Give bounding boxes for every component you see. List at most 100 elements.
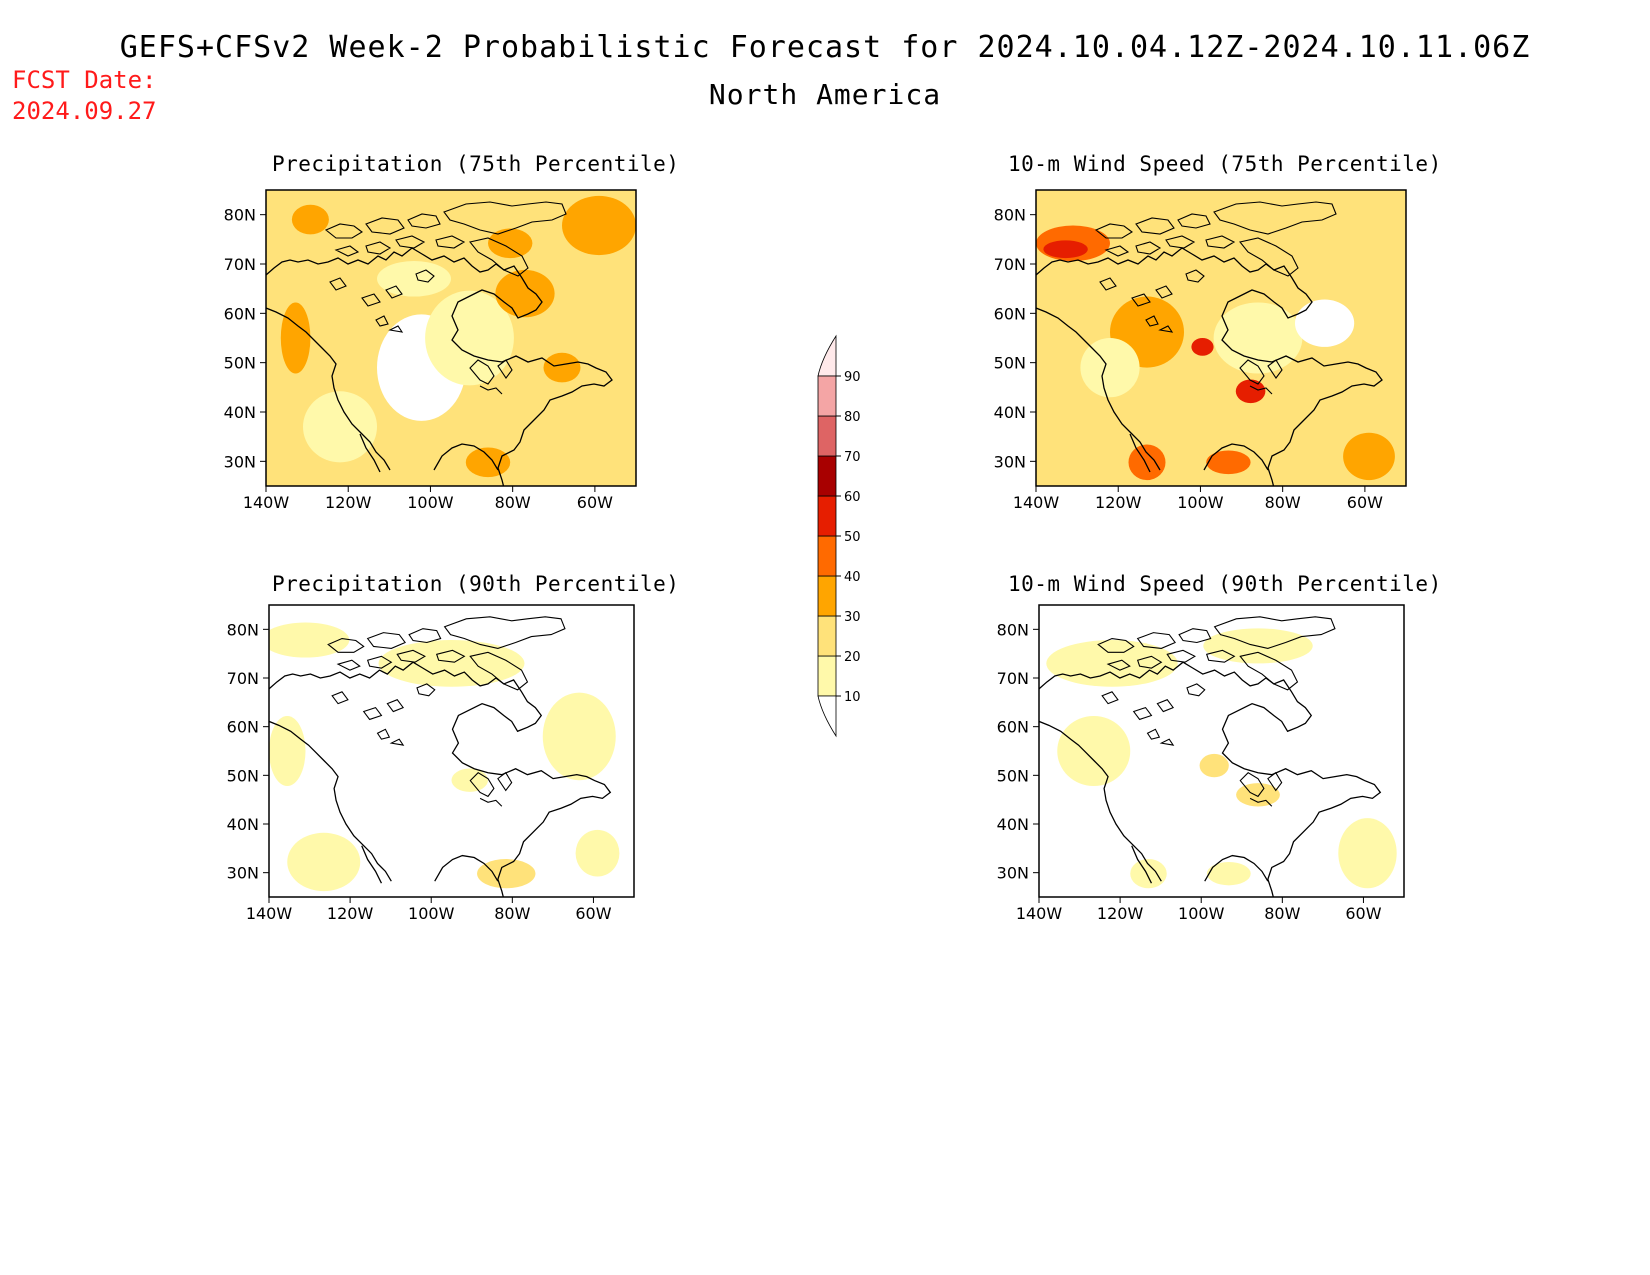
- probability-contour-region: [1338, 818, 1397, 889]
- probability-contour-region: [1043, 240, 1088, 259]
- fcst-date-label: FCST Date:: [12, 66, 157, 94]
- probability-contour-region: [269, 622, 350, 658]
- lat-tick-label: 30N: [994, 452, 1026, 471]
- lon-tick-label: 120W: [1097, 904, 1144, 923]
- map-precip-75: 80N 70N 60N 50N 40N 30N 140W 120W 100W 80W 60W: [224, 189, 637, 512]
- lon-tick-label: 140W: [246, 904, 293, 923]
- colorbar-bottom-cap: [817, 695, 837, 738]
- lon-tick-label: 120W: [325, 493, 372, 512]
- probability-contour-region: [575, 829, 620, 877]
- lat-tick-label: 80N: [997, 620, 1029, 639]
- colorbar-swatch: [817, 575, 837, 617]
- lat-tick-label: 50N: [997, 766, 1029, 785]
- lon-tick-label: 80W: [1265, 493, 1301, 512]
- probability-contour-region: [1128, 444, 1166, 481]
- lat-tick-label: 60N: [227, 718, 259, 737]
- lon-tick-label: 60W: [577, 493, 613, 512]
- lat-tick-label: 70N: [994, 255, 1026, 274]
- probability-contour-region: [451, 768, 488, 792]
- probability-contour-region: [1206, 450, 1251, 475]
- map-frame: [268, 604, 635, 898]
- lon-tick-label: 80W: [495, 493, 531, 512]
- map-frame: [1038, 604, 1405, 898]
- lat-tick-label: 80N: [227, 620, 259, 639]
- colorbar-swatch: [817, 375, 837, 417]
- lon-tick-label: 140W: [1013, 493, 1060, 512]
- colorbar-swatch: [817, 615, 837, 657]
- colorbar-label: 60: [844, 490, 861, 505]
- lat-tick-label: 60N: [994, 304, 1026, 323]
- probability-contour-region: [1295, 299, 1355, 347]
- lon-tick-label: 80W: [1264, 904, 1300, 923]
- lat-tick-label: 80N: [994, 206, 1026, 225]
- lon-tick-label: 60W: [575, 904, 611, 923]
- lon-tick-label: 100W: [408, 904, 455, 923]
- page-subtitle: North America: [708, 78, 942, 111]
- colorbar-label: 30: [844, 610, 861, 625]
- probability-contour-region: [1199, 753, 1229, 778]
- lat-tick-label: 50N: [224, 354, 256, 373]
- lat-tick-label: 70N: [224, 255, 256, 274]
- probability-contour-region: [543, 352, 581, 383]
- fcst-date-value: 2024.09.27: [12, 97, 157, 125]
- map-wind-75: 80N 70N 60N 50N 40N 30N 140W 120W 100W 80W 60W: [994, 189, 1407, 512]
- lat-tick-label: 80N: [224, 206, 256, 225]
- probability-contour-region: [280, 302, 311, 374]
- lat-tick-label: 70N: [997, 669, 1029, 688]
- lon-tick-label: 120W: [1095, 493, 1142, 512]
- panel-title-wind-90: 10-m Wind Speed (90th Percentile): [1008, 572, 1442, 596]
- probability-contour-region: [1057, 715, 1131, 787]
- probability-contour-region: [1213, 302, 1303, 374]
- colorbar-label: 10: [844, 690, 861, 705]
- colorbar-swatch: [817, 495, 837, 537]
- probability-contour-region: [465, 447, 511, 478]
- lat-tick-label: 70N: [227, 669, 259, 688]
- lat-tick-label: 50N: [227, 766, 259, 785]
- lat-tick-label: 40N: [224, 403, 256, 422]
- probability-contour-region: [562, 195, 636, 256]
- probability-contour-region: [425, 290, 514, 386]
- lat-tick-label: 30N: [997, 864, 1029, 883]
- map-frame: [265, 189, 637, 487]
- colorbar-legend: 10 20 30 40 50 60 70 80 90: [817, 334, 861, 738]
- lat-tick-label: 30N: [227, 864, 259, 883]
- probability-contour-region: [1235, 379, 1266, 404]
- colorbar-label: 80: [844, 410, 861, 425]
- colorbar-swatch: [817, 535, 837, 577]
- probability-contour-region: [1191, 338, 1214, 356]
- probability-contour-region: [269, 715, 306, 787]
- lat-tick-label: 60N: [224, 304, 256, 323]
- lat-tick-label: 30N: [224, 452, 256, 471]
- lat-tick-label: 40N: [997, 815, 1029, 834]
- lat-tick-label: 40N: [227, 815, 259, 834]
- colorbar-swatch: [817, 415, 837, 457]
- colorbar-label: 20: [844, 650, 861, 665]
- panel-title-precip-75: Precipitation (75th Percentile): [272, 152, 680, 176]
- lon-tick-label: 140W: [1016, 904, 1063, 923]
- lon-tick-label: 100W: [407, 493, 454, 512]
- probability-contour-region: [1130, 859, 1167, 889]
- colorbar-label: 90: [844, 370, 861, 385]
- probability-contour-region: [377, 261, 451, 297]
- colorbar-swatch: [817, 655, 837, 697]
- map-frame: [1035, 189, 1407, 487]
- lat-tick-label: 60N: [997, 718, 1029, 737]
- lon-tick-label: 60W: [1347, 493, 1383, 512]
- probability-contour-region: [291, 204, 329, 235]
- probability-contour-region: [1343, 432, 1395, 481]
- probability-contour-region: [1206, 861, 1251, 886]
- probability-contour-region: [477, 859, 536, 889]
- probability-contour-region: [488, 228, 533, 259]
- lon-tick-label: 100W: [1177, 493, 1224, 512]
- panel-title-wind-75: 10-m Wind Speed (75th Percentile): [1008, 152, 1442, 176]
- panel-title-precip-90: Precipitation (90th Percentile): [272, 572, 680, 596]
- colorbar-label: 50: [844, 530, 861, 545]
- probability-contour-region: [303, 391, 377, 463]
- colorbar-swatch: [817, 455, 837, 497]
- lon-tick-label: 80W: [494, 904, 530, 923]
- probability-contour-region: [1080, 338, 1140, 398]
- lon-tick-label: 140W: [243, 493, 290, 512]
- probability-contour-region: [542, 692, 616, 781]
- colorbar-label: 40: [844, 570, 861, 585]
